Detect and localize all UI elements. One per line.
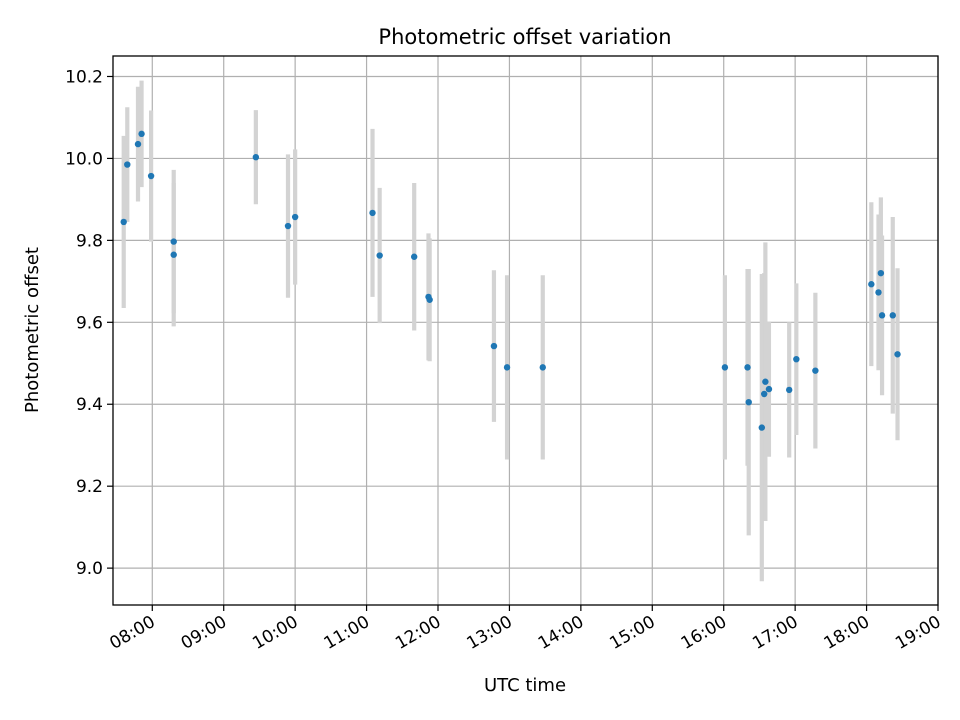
data-point bbox=[793, 355, 800, 363]
data-point bbox=[878, 312, 886, 319]
data-point bbox=[490, 342, 498, 350]
data-point bbox=[785, 386, 793, 394]
data-point bbox=[812, 367, 819, 374]
y-axis-ticks: 9.0 9.2 9.4 9.6 9.8 10.0 10.2 bbox=[65, 67, 113, 579]
data-point bbox=[291, 213, 299, 221]
data-point bbox=[369, 209, 376, 217]
y-tick-label: 9.8 bbox=[76, 231, 103, 251]
y-tick-label: 9.4 bbox=[76, 395, 103, 415]
data-point bbox=[120, 218, 127, 226]
data-point bbox=[138, 130, 145, 138]
data-points bbox=[120, 130, 901, 431]
data-point bbox=[252, 153, 260, 161]
data-point bbox=[765, 385, 773, 393]
data-point bbox=[889, 312, 896, 319]
y-tick-label: 9.6 bbox=[76, 313, 103, 333]
data-point bbox=[875, 289, 882, 296]
data-point bbox=[284, 222, 292, 230]
data-point bbox=[147, 172, 155, 180]
data-point bbox=[134, 140, 142, 148]
x-axis-label: UTC time bbox=[484, 675, 566, 696]
data-point bbox=[745, 398, 752, 406]
y-axis-label: Photometric offset bbox=[22, 247, 43, 413]
data-point bbox=[762, 378, 769, 385]
data-point bbox=[877, 269, 885, 277]
y-tick-label: 10.0 bbox=[65, 149, 103, 169]
y-tick-label: 10.2 bbox=[65, 67, 103, 87]
chart-title: Photometric offset variation bbox=[378, 25, 671, 49]
data-point bbox=[376, 252, 383, 259]
data-point bbox=[503, 364, 511, 371]
data-point bbox=[721, 364, 729, 371]
data-point bbox=[744, 364, 751, 371]
data-point bbox=[426, 296, 433, 303]
data-point bbox=[170, 251, 177, 258]
y-tick-label: 9.2 bbox=[76, 477, 103, 497]
data-point bbox=[410, 253, 418, 260]
data-point bbox=[170, 238, 177, 245]
y-tick-label: 9.0 bbox=[76, 559, 103, 579]
data-point bbox=[758, 424, 766, 431]
data-point bbox=[539, 364, 546, 371]
data-point bbox=[124, 161, 131, 168]
data-point bbox=[868, 281, 875, 288]
data-point bbox=[760, 390, 768, 398]
data-point bbox=[894, 351, 901, 358]
plot-frame bbox=[112, 55, 939, 606]
